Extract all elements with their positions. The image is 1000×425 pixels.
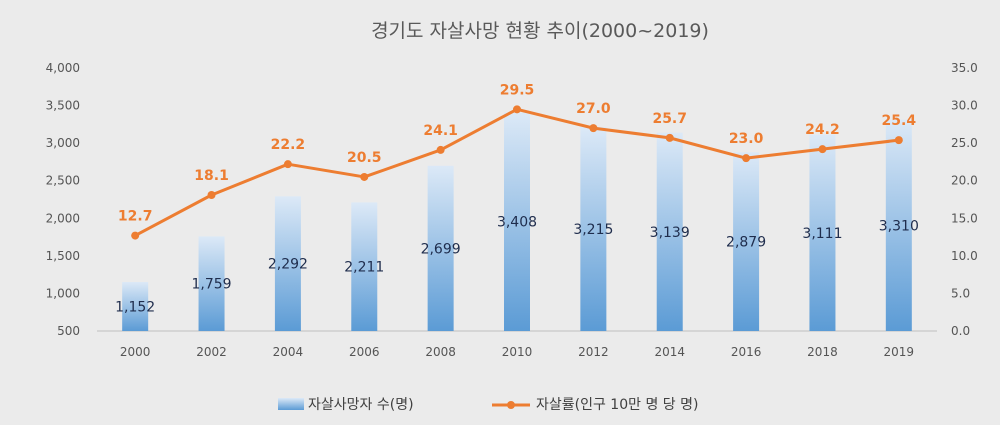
bar-value-label: 1,152 xyxy=(115,300,155,316)
bar-2000 xyxy=(122,282,149,331)
y-right-tick-label: 35.0 xyxy=(951,61,978,75)
bar-2016 xyxy=(733,152,760,331)
rate-value-label: 18.1 xyxy=(194,168,229,184)
x-tick-label: 2008 xyxy=(425,345,456,359)
bar-2002 xyxy=(198,236,225,331)
bar-2018 xyxy=(809,134,836,331)
x-tick-label: 2012 xyxy=(578,345,609,359)
rate-point-2010 xyxy=(513,105,521,114)
rate-point-2016 xyxy=(742,154,751,163)
rate-value-label: 27.0 xyxy=(576,101,611,117)
rate-value-label: 29.5 xyxy=(500,82,535,98)
rate-value-label: 12.7 xyxy=(118,209,153,225)
bar-2004 xyxy=(274,196,301,331)
x-tick-label: 2018 xyxy=(807,345,838,359)
legend-bar-swatch xyxy=(278,398,304,410)
bar-2006 xyxy=(351,202,378,331)
rate-value-label: 22.2 xyxy=(271,137,306,153)
y-left-tick-label: 2,000 xyxy=(46,211,80,225)
bar-value-label: 3,215 xyxy=(573,222,613,238)
y-right-tick-label: 20.0 xyxy=(951,174,978,188)
y-left-tick-label: 2,500 xyxy=(46,174,80,188)
rate-point-2014 xyxy=(665,133,674,142)
rate-point-2012 xyxy=(589,124,598,133)
y-left-tick-label: 3,500 xyxy=(46,99,80,113)
y-right-tick-label: 5.0 xyxy=(951,286,970,300)
bar-value-label: 2,699 xyxy=(421,241,461,257)
rate-point-2004 xyxy=(283,160,292,169)
rate-value-label: 25.4 xyxy=(882,113,917,129)
y-left-tick-label: 4,000 xyxy=(46,61,80,75)
rate-value-label: 20.5 xyxy=(347,150,382,166)
y-left-tick-label: 1,500 xyxy=(46,249,80,263)
x-tick-label: 2016 xyxy=(731,345,762,359)
y-right-tick-label: 15.0 xyxy=(951,211,978,225)
x-tick-label: 2000 xyxy=(120,345,151,359)
legend-line-label: 자살률(인구 10만 명 당 명) xyxy=(536,397,698,413)
x-tick-label: 2014 xyxy=(654,345,685,359)
y-right-tick-label: 30.0 xyxy=(951,99,978,113)
rate-value-label: 23.0 xyxy=(729,131,764,147)
chart-title: 경기도 자살사망 현황 추이(2000~2019) xyxy=(371,20,709,42)
bar-2008 xyxy=(427,165,454,331)
rate-point-2000 xyxy=(131,231,140,240)
x-tick-label: 2010 xyxy=(502,345,533,359)
bar-2012 xyxy=(580,126,607,331)
x-tick-label: 2004 xyxy=(273,345,304,359)
rate-value-label: 24.2 xyxy=(805,122,840,138)
bar-2014 xyxy=(656,132,683,331)
bar-value-label: 3,139 xyxy=(650,225,690,241)
x-tick-label: 2006 xyxy=(349,345,380,359)
x-tick-label: 2002 xyxy=(196,345,227,359)
rate-point-2018 xyxy=(818,145,827,154)
y-left-tick-label: 1,000 xyxy=(46,286,80,300)
rate-point-2008 xyxy=(436,145,445,154)
rate-value-label: 24.1 xyxy=(423,123,458,139)
bar-2019 xyxy=(885,119,912,331)
y-left-tick-label: 3,000 xyxy=(46,136,80,150)
x-tick-label: 2019 xyxy=(884,345,915,359)
y-right-tick-label: 10.0 xyxy=(951,249,978,263)
bar-value-label: 3,111 xyxy=(802,226,842,242)
legend-line-marker xyxy=(507,401,515,409)
bar-value-label: 1,759 xyxy=(191,277,231,293)
bar-2010 xyxy=(504,112,530,331)
plot-area: 500 1,000 1,500 2,000 2,500 3,000 3,500 4,000 0.… xyxy=(46,61,978,359)
y-left-tick-label: 500 xyxy=(57,324,80,338)
bar-value-label: 3,310 xyxy=(879,218,919,234)
rate-point-2019 xyxy=(894,136,903,145)
rate-value-label: 25.7 xyxy=(652,111,687,127)
chart-legend: 자살사망자 수(명) 자살률(인구 10만 명 당 명) xyxy=(278,397,698,413)
legend-bar-label: 자살사망자 수(명) xyxy=(308,397,414,413)
rate-point-2002 xyxy=(207,190,216,199)
y-right-tick-label: 25.0 xyxy=(951,136,978,150)
bar-value-label: 2,211 xyxy=(344,260,384,276)
bar-value-label: 2,879 xyxy=(726,235,766,251)
bar-value-label: 2,292 xyxy=(268,257,308,273)
y-right-tick-label: 0.0 xyxy=(951,324,970,338)
rate-point-2006 xyxy=(360,172,369,181)
bar-value-label: 3,408 xyxy=(497,215,537,231)
